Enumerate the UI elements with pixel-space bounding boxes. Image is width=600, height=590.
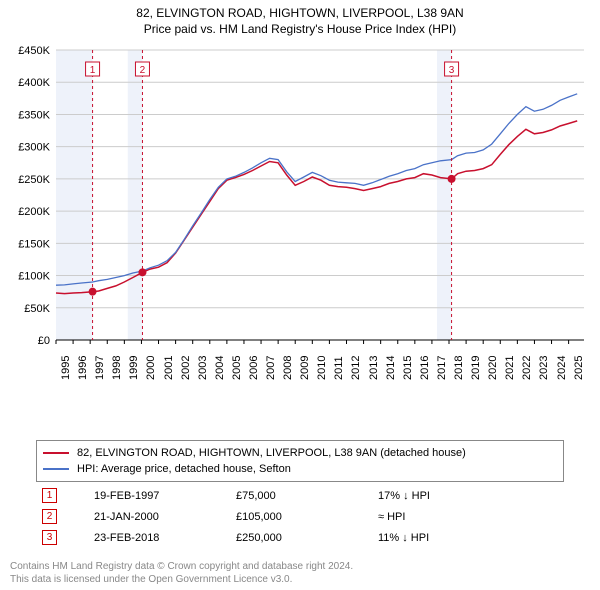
transaction-date: 23-FEB-2018 [90,528,230,547]
table-row: 3 23-FEB-2018£250,00011% ↓ HPI [38,528,562,547]
y-tick-label: £300K [18,142,50,154]
transaction-price: £250,000 [232,528,372,547]
x-tick-label: 1999 [128,356,140,380]
legend-label: HPI: Average price, detached house, Seft… [77,463,291,475]
x-tick-label: 2025 [573,356,585,380]
x-tick-label: 2008 [282,356,294,380]
sale-marker-2: 2 [140,65,146,76]
legend-swatch [43,468,69,470]
y-tick-label: £100K [18,271,50,283]
x-axis-labels: 1995 1996 1997 1998 1999 2000 2001 2002 2003 2004… [10,348,590,394]
y-tick-label: £350K [18,109,50,121]
transaction-diff: 17% ↓ HPI [374,486,562,505]
transaction-date: 21-JAN-2000 [90,507,230,526]
x-tick-label: 2012 [350,356,362,380]
chart-title-desc: Price paid vs. HM Land Registry's House … [0,22,600,36]
x-tick-label: 2004 [214,356,226,380]
sale-marker-3: 3 [449,65,455,76]
transaction-marker: 2 [42,509,57,524]
legend-row: HPI: Average price, detached house, Seft… [43,461,557,477]
transaction-marker: 1 [42,488,57,503]
x-tick-label: 2009 [299,356,311,380]
table-row: 1 19-FEB-1997£75,00017% ↓ HPI [38,486,562,505]
x-tick-label: 2011 [333,356,345,380]
y-tick-label: £0 [38,335,50,344]
chart-title-address: 82, ELVINGTON ROAD, HIGHTOWN, LIVERPOOL,… [0,6,600,20]
footer: Contains HM Land Registry data © Crown c… [10,560,590,586]
x-tick-label: 2013 [368,356,380,380]
x-tick-label: 2002 [180,356,192,380]
x-tick-label: 2003 [197,356,209,380]
sale-marker-1: 1 [90,65,96,76]
transaction-date: 19-FEB-1997 [90,486,230,505]
y-tick-label: £150K [18,238,50,250]
table-row: 2 21-JAN-2000£105,000≈ HPI [38,507,562,526]
legend-row: 82, ELVINGTON ROAD, HIGHTOWN, LIVERPOOL,… [43,445,557,461]
footer-line1: Contains HM Land Registry data © Crown c… [10,560,590,573]
x-tick-label: 2001 [163,356,175,380]
x-tick-label: 2019 [470,356,482,380]
transaction-price: £105,000 [232,507,372,526]
x-tick-label: 2024 [556,356,568,380]
legend-label: 82, ELVINGTON ROAD, HIGHTOWN, LIVERPOOL,… [77,447,466,459]
transaction-price: £75,000 [232,486,372,505]
x-tick-label: 2023 [538,356,550,380]
price-chart: £0 £50K £100K £150K £200K £250K £300K £350K £400… [10,44,590,390]
x-tick-label: 1998 [111,356,123,380]
x-tick-label: 1997 [94,356,106,380]
y-tick-label: £50K [24,303,50,315]
x-tick-label: 1996 [77,356,89,380]
x-tick-label: 2015 [402,356,414,380]
x-tick-label: 2005 [231,356,243,380]
x-tick-label: 2007 [265,356,277,380]
y-tick-label: £200K [18,206,50,218]
footer-line2: This data is licensed under the Open Gov… [10,573,590,586]
x-tick-label: 2000 [145,356,157,380]
transaction-diff: ≈ HPI [374,507,562,526]
transaction-marker: 3 [42,530,57,545]
y-tick-label: £250K [18,174,50,186]
x-tick-label: 2020 [487,356,499,380]
x-tick-label: 2022 [521,356,533,380]
transactions-table: 1 19-FEB-1997£75,00017% ↓ HPI 2 21-JAN-2000… [36,484,564,549]
x-tick-label: 2016 [419,356,431,380]
transaction-diff: 11% ↓ HPI [374,528,562,547]
y-tick-label: £450K [18,45,50,57]
x-tick-label: 1995 [60,356,72,380]
x-tick-label: 2006 [248,356,260,380]
legend-swatch [43,452,69,454]
x-tick-label: 2017 [436,356,448,380]
x-tick-label: 2014 [385,356,397,380]
y-tick-label: £400K [18,77,50,89]
legend: 82, ELVINGTON ROAD, HIGHTOWN, LIVERPOOL,… [36,440,564,482]
x-tick-label: 2018 [453,356,465,380]
x-tick-label: 2021 [504,356,516,380]
x-tick-label: 2010 [316,356,328,380]
